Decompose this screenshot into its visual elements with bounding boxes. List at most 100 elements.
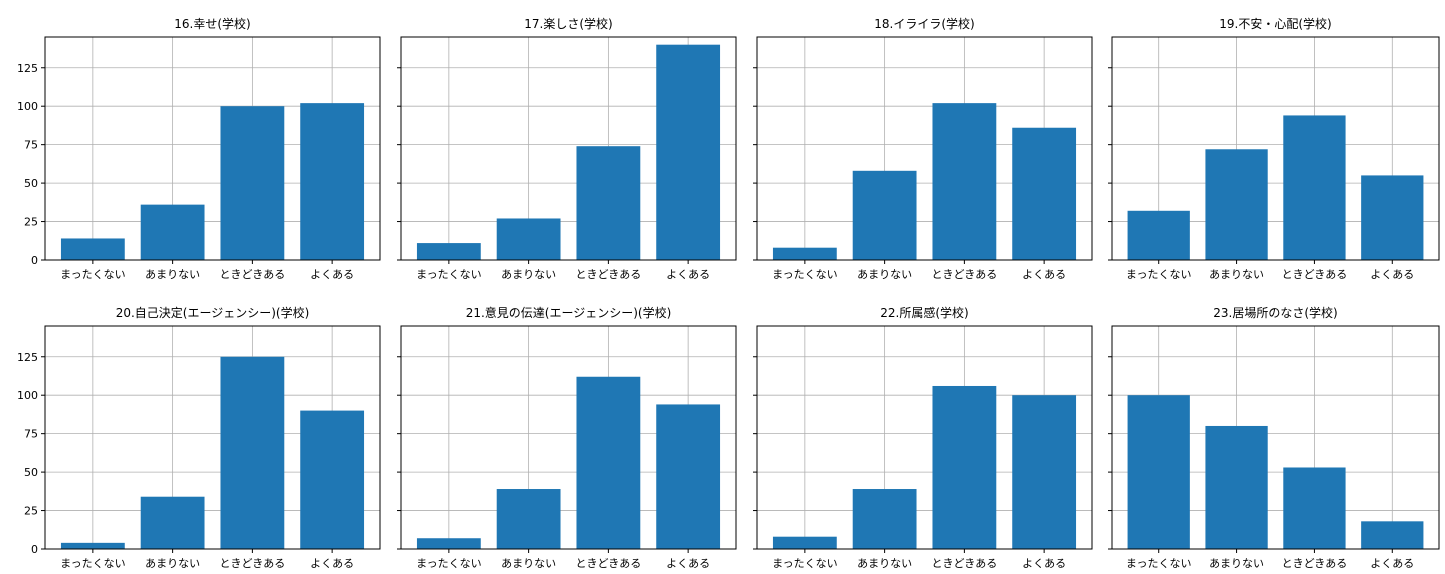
chart-title: 19.不安・心配(学校) (1219, 16, 1331, 31)
chart-title: 18.イライラ(学校) (874, 16, 974, 31)
bar-4 (1012, 127, 1077, 260)
plot-frame (44, 325, 381, 550)
bar-2 (140, 204, 205, 260)
x-tick-label: よくある (1022, 268, 1066, 281)
x-tick-label: あまりない (145, 268, 200, 281)
y-tick-label: 0 (31, 254, 38, 267)
plot-frame (400, 325, 737, 550)
chart-title: 17.楽しさ(学校) (524, 16, 612, 31)
y-tick-label: 25 (24, 216, 38, 229)
x-tick-label: まったくない (416, 268, 482, 281)
y-tick-label: 75 (24, 428, 38, 441)
x-tick-label: まったくない (1126, 268, 1192, 281)
y-tick-label: 0 (31, 543, 38, 556)
y-tick-label: 25 (24, 505, 38, 518)
x-tick-label: ときどきある (220, 557, 286, 570)
bar-1 (1127, 210, 1190, 260)
x-tick-label: よくある (666, 268, 710, 281)
bar-4 (300, 410, 365, 549)
bar-1 (772, 536, 837, 549)
chart-title: 22.所属感(学校) (880, 305, 968, 320)
x-tick-label: よくある (666, 557, 710, 570)
x-tick-label: あまりない (1209, 557, 1264, 570)
y-tick-label: 50 (24, 466, 38, 479)
y-tick-label: 50 (24, 177, 38, 190)
x-tick-label: ときどきある (932, 557, 998, 570)
y-tick-label: 100 (17, 100, 38, 113)
x-tick-label: まったくない (60, 268, 126, 281)
x-tick-label: まったくない (1126, 557, 1192, 570)
chart-title: 20.自己決定(エージェンシー)(学校) (116, 305, 310, 320)
bar-3 (932, 385, 997, 549)
plot-frame (756, 36, 1093, 261)
chart-panel-5: 20.自己決定(エージェンシー)(学校) 0 25 50 75 100 125 まったくない あ… (17, 305, 381, 570)
bar-2 (852, 489, 917, 549)
plot-frame (400, 36, 737, 261)
x-tick-label: ときどきある (932, 268, 998, 281)
x-tick-label: ときどきある (220, 268, 286, 281)
bar-1 (60, 542, 125, 549)
bar-1 (60, 238, 125, 260)
bar-2 (1205, 425, 1268, 549)
x-tick-label: あまりない (857, 557, 912, 570)
x-tick-label: よくある (1022, 557, 1066, 570)
bar-4 (1361, 175, 1424, 260)
x-tick-label: ときどきある (576, 268, 642, 281)
x-tick-label: あまりない (857, 268, 912, 281)
bar-3 (932, 103, 997, 260)
x-tick-label: まったくない (416, 557, 482, 570)
chart-panel-6: 21.意見の伝達(エージェンシー)(学校) まったくない あまりない ときどきある よく… (397, 305, 737, 570)
chart-panel-2: 17.楽しさ(学校) まったくない あまりない ときどきある よくある (397, 16, 737, 281)
bar-4 (1012, 395, 1077, 549)
bar-2 (496, 489, 561, 549)
plot-frame (756, 325, 1093, 550)
bar-2 (496, 218, 561, 260)
x-tick-label: まったくない (772, 557, 838, 570)
plot-frame (44, 36, 381, 261)
bar-2 (1205, 149, 1268, 260)
chart-panel-3: 18.イライラ(学校) まったくない あまりない ときどきある よくある (753, 16, 1093, 281)
bar-1 (1127, 395, 1190, 549)
chart-title: 16.幸せ(学校) (174, 16, 250, 31)
bar-2 (852, 170, 917, 260)
chart-panel-1: 16.幸せ(学校) 0 25 50 75 100 125 まったくない あまりない ときどきある よ… (17, 16, 381, 281)
chart-title: 23.居場所のなさ(学校) (1213, 305, 1337, 320)
x-tick-label: あまりない (145, 557, 200, 570)
bar-3 (1283, 115, 1346, 261)
chart-panel-7: 22.所属感(学校) まったくない あまりない ときどきある よくある (753, 305, 1093, 570)
x-tick-label: ときどきある (1282, 557, 1348, 570)
x-tick-label: あまりない (501, 557, 556, 570)
x-tick-label: よくある (310, 557, 354, 570)
x-tick-label: まったくない (60, 557, 126, 570)
bar-4 (656, 404, 721, 549)
bar-1 (416, 538, 481, 549)
bar-3 (576, 146, 641, 260)
x-tick-label: あまりない (501, 268, 556, 281)
y-tick-label: 125 (17, 62, 38, 75)
x-tick-label: ときどきある (1282, 268, 1348, 281)
y-tick-label: 100 (17, 389, 38, 402)
y-tick-label: 75 (24, 139, 38, 152)
bar-3 (576, 376, 641, 549)
bar-4 (656, 44, 721, 261)
x-tick-label: まったくない (772, 268, 838, 281)
chart-panel-8: 23.居場所のなさ(学校) まったくない あまりない ときどきある よくある (1108, 305, 1440, 570)
x-tick-label: よくある (1370, 268, 1414, 281)
y-tick-label: 125 (17, 351, 38, 364)
bar-3 (220, 356, 285, 549)
bar-4 (1361, 521, 1424, 549)
bar-1 (416, 243, 481, 260)
x-tick-label: よくある (1370, 557, 1414, 570)
x-tick-label: ときどきある (576, 557, 642, 570)
chart-title: 21.意見の伝達(エージェンシー)(学校) (466, 305, 672, 320)
x-tick-label: よくある (310, 268, 354, 281)
plot-frame (1111, 325, 1440, 550)
bar-3 (1283, 467, 1346, 549)
bar-3 (220, 106, 285, 260)
bar-1 (772, 247, 837, 260)
bar-4 (300, 103, 365, 260)
plot-frame (1111, 36, 1440, 261)
x-tick-label: あまりない (1209, 268, 1264, 281)
chart-panel-4: 19.不安・心配(学校) まったくない あまりない ときどきある よくある (1108, 16, 1440, 281)
